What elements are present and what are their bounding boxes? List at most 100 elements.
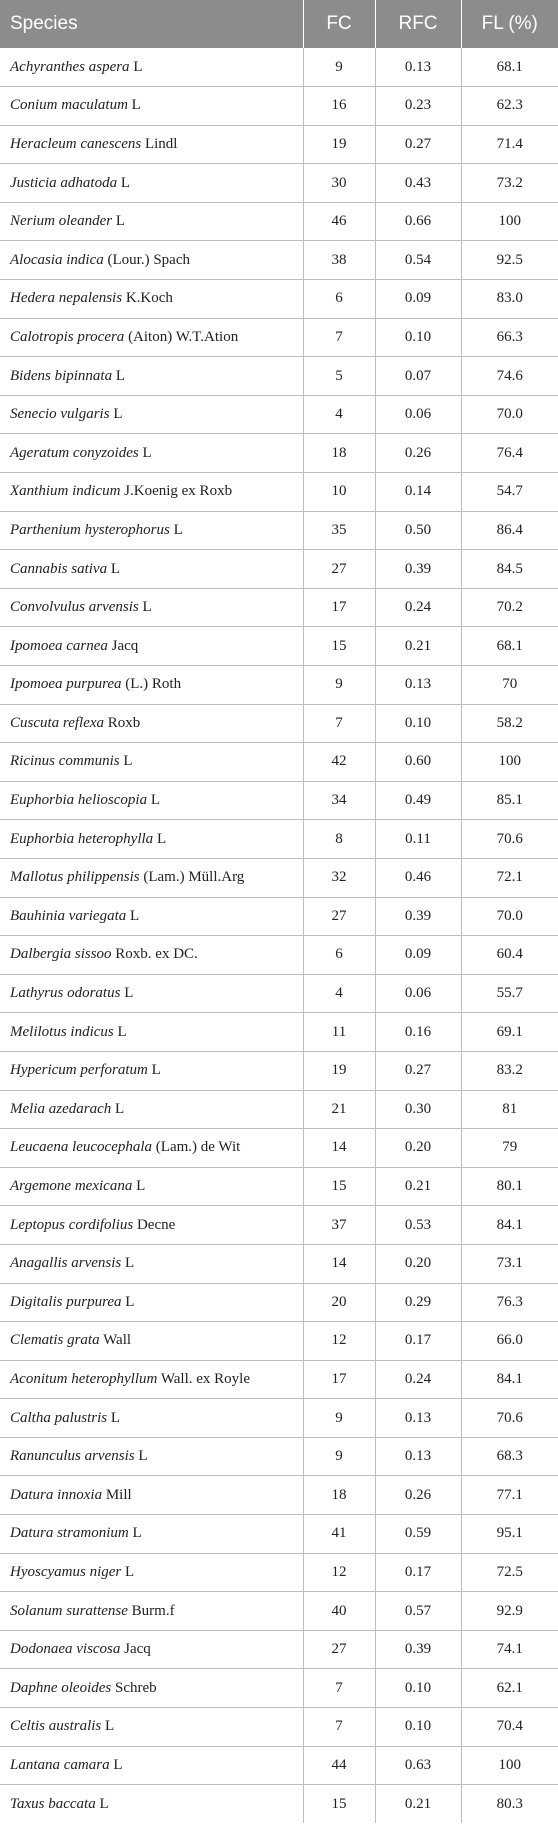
fl-cell: 81 (460, 1089, 558, 1129)
fc-cell: 14 (302, 1243, 375, 1283)
fc-cell: 37 (302, 1205, 375, 1245)
species-name: Leptopus cordifolius (10, 1216, 134, 1233)
fc-cell: 6 (302, 935, 375, 975)
rfc-cell: 0.06 (374, 973, 461, 1013)
table-row: Hypericum perforatum L 19 0.27 83.2 (0, 1050, 558, 1091)
species-author: Mill (105, 1486, 132, 1503)
species-name: Parthenium hysterophorus (10, 521, 170, 538)
species-author: (Lour.) Spach (107, 251, 190, 268)
species-cell: Hypericum perforatum L (0, 1050, 303, 1091)
column-header-fl: FL (%) (460, 0, 558, 48)
table-row: Parthenium hysterophorus L 35 0.50 86.4 (0, 510, 558, 550)
rfc-cell: 0.16 (374, 1012, 461, 1052)
species-author: Roxb (107, 714, 141, 731)
fl-cell: 72.1 (460, 857, 558, 898)
species-name: Convolvulus arvensis (10, 599, 139, 616)
fl-cell: 60.4 (460, 935, 558, 975)
species-name: Celtis australis (10, 1718, 102, 1735)
fc-cell: 6 (302, 279, 375, 319)
species-cell: Dalbergia sissoo Roxb. ex DC. (0, 935, 303, 975)
species-name: Melia azedarach (10, 1100, 112, 1117)
fc-cell: 14 (302, 1128, 375, 1168)
species-author: L (115, 213, 125, 230)
species-cell: Justicia adhatoda L (0, 163, 303, 203)
species-cell: Datura stramonium L (0, 1514, 303, 1554)
species-name: Alocasia indica (10, 251, 104, 268)
fl-cell: 73.2 (460, 163, 558, 203)
species-name: Justicia adhatoda (10, 174, 118, 191)
species-author: J.Koenig ex Roxb (124, 483, 233, 500)
header-row: Species FC RFC FL (%) (0, 0, 558, 48)
species-author: L (142, 599, 152, 616)
fl-cell: 70.6 (460, 1398, 558, 1438)
species-cell: Argemone mexicana L (0, 1166, 303, 1206)
fl-cell: 95.1 (460, 1514, 558, 1554)
fc-cell: 38 (302, 240, 375, 280)
table-row: Aconitum heterophyllum Wall. ex Royle 17 0… (0, 1359, 558, 1399)
fl-cell: 80.1 (460, 1166, 558, 1206)
fc-cell: 35 (302, 510, 375, 550)
fl-cell: 73.1 (460, 1243, 558, 1283)
fc-cell: 44 (302, 1745, 375, 1785)
species-cell: Ipomoea carnea Jacq (0, 626, 303, 666)
table-row: Convolvulus arvensis L 17 0.24 70.2 (0, 587, 558, 627)
species-cell: Dodonaea viscosa Jacq (0, 1629, 303, 1669)
species-cell: Heracleum canescens Lindl (0, 124, 303, 164)
species-name: Euphorbia heterophylla (10, 830, 154, 847)
rfc-cell: 0.20 (374, 1128, 461, 1168)
rfc-cell: 0.10 (374, 703, 461, 743)
fl-cell: 100 (460, 201, 558, 241)
fc-cell: 15 (302, 1166, 375, 1206)
table-row: Argemone mexicana L 15 0.21 80.1 (0, 1166, 558, 1206)
species-cell: Daphne oleoides Schreb (0, 1668, 303, 1708)
species-name: Calotropis procera (10, 328, 125, 345)
fc-cell: 7 (302, 1668, 375, 1708)
table-row: Bidens bipinnata L 5 0.07 74.6 (0, 356, 558, 396)
species-author: (Lam.) Müll.Arg (143, 869, 245, 886)
fc-cell: 46 (302, 201, 375, 241)
species-cell: Aconitum heterophyllum Wall. ex Royle (0, 1359, 303, 1399)
species-author: L (105, 1718, 115, 1735)
species-cell: Hyoscyamus niger L (0, 1552, 303, 1592)
species-cell: Leucaena leucocephala (Lam.) de Wit (0, 1128, 303, 1168)
species-name: Digitalis purpurea (10, 1293, 122, 1310)
table-row: Ipomoea purpurea (L.) Roth 9 0.13 70 (0, 665, 558, 705)
fl-cell: 68.1 (460, 48, 558, 87)
fc-cell: 10 (302, 472, 375, 512)
table-row: Senecio vulgaris L 4 0.06 70.0 (0, 394, 558, 434)
species-author: L (115, 367, 125, 384)
rfc-cell: 0.63 (374, 1745, 461, 1785)
table-row: Taxus baccata L 15 0.21 80.3 (0, 1784, 558, 1824)
fc-cell: 4 (302, 973, 375, 1013)
species-author: K.Koch (125, 290, 173, 307)
species-author: L (120, 174, 130, 191)
species-name: Dalbergia sissoo (10, 946, 112, 963)
table-row: Achyranthes aspera L 9 0.13 68.1 (0, 48, 558, 87)
column-header-rfc: RFC (374, 0, 461, 48)
rfc-cell: 0.39 (374, 1629, 461, 1669)
fc-cell: 27 (302, 896, 375, 936)
species-cell: Ranunculus arvensis L (0, 1436, 303, 1476)
species-name: Daphne oleoides (10, 1679, 112, 1696)
species-author: (Lam.) de Wit (155, 1139, 241, 1156)
fl-cell: 69.1 (460, 1012, 558, 1052)
fl-cell: 86.4 (460, 510, 558, 550)
fl-cell: 100 (460, 742, 558, 782)
fc-cell: 18 (302, 1475, 375, 1515)
species-name: Solanum surattense (10, 1602, 128, 1619)
table-row: Lantana camara L 44 0.63 100 (0, 1745, 558, 1785)
fl-cell: 70.4 (460, 1707, 558, 1747)
fl-cell: 70.2 (460, 587, 558, 627)
rfc-cell: 0.39 (374, 896, 461, 936)
fc-cell: 12 (302, 1321, 375, 1361)
species-author: (L.) Roth (125, 676, 182, 693)
species-author: L (99, 1795, 109, 1812)
fc-cell: 16 (302, 86, 375, 126)
rfc-cell: 0.24 (374, 1359, 461, 1399)
rfc-cell: 0.54 (374, 240, 461, 280)
rfc-cell: 0.49 (374, 780, 461, 820)
species-author: L (124, 1563, 135, 1580)
fl-cell: 68.3 (460, 1436, 558, 1476)
fc-cell: 9 (302, 1436, 375, 1476)
